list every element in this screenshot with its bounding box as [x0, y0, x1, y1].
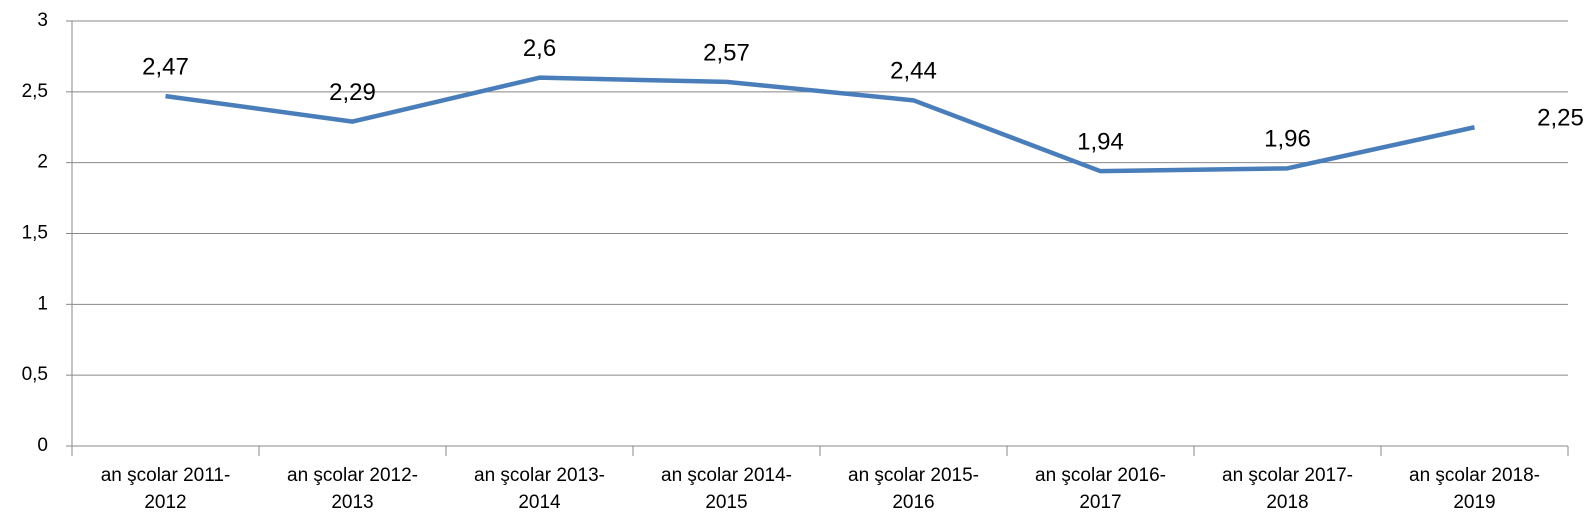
y-tick-label: 3 — [37, 10, 48, 31]
x-tick-label: an şcolar 2013-2014 — [474, 465, 605, 513]
x-tick-label: an şcolar 2014-2015 — [661, 465, 792, 513]
data-label: 2,47 — [142, 53, 189, 80]
y-tick-label: 1 — [37, 293, 48, 314]
x-tick-label: an şcolar 2011-2012 — [101, 465, 231, 513]
data-label: 1,96 — [1264, 126, 1311, 153]
y-tick-label: 0 — [37, 435, 48, 456]
data-label: 2,25 — [1537, 105, 1584, 132]
x-tick-label: an şcolar 2015-2016 — [848, 465, 979, 513]
data-label: 2,6 — [523, 35, 556, 62]
y-tick-label: 2 — [37, 152, 48, 173]
y-tick-label: 1,5 — [22, 223, 48, 244]
data-label: 2,57 — [703, 39, 750, 66]
data-label: 1,94 — [1077, 129, 1124, 156]
x-tick-label: an şcolar 2018-2019 — [1409, 465, 1540, 513]
x-tick-label: an şcolar 2017-2018 — [1222, 465, 1353, 513]
data-line — [165, 75, 1475, 174]
y-tick-label: 0,5 — [22, 364, 48, 385]
x-tick-label: an şcolar 2016-2017 — [1035, 465, 1166, 513]
data-label: 2,44 — [890, 58, 937, 85]
data-label: 2,29 — [329, 79, 376, 106]
y-tick-label: 2,5 — [22, 81, 48, 102]
x-tick-label: an şcolar 2012-2013 — [287, 465, 418, 513]
